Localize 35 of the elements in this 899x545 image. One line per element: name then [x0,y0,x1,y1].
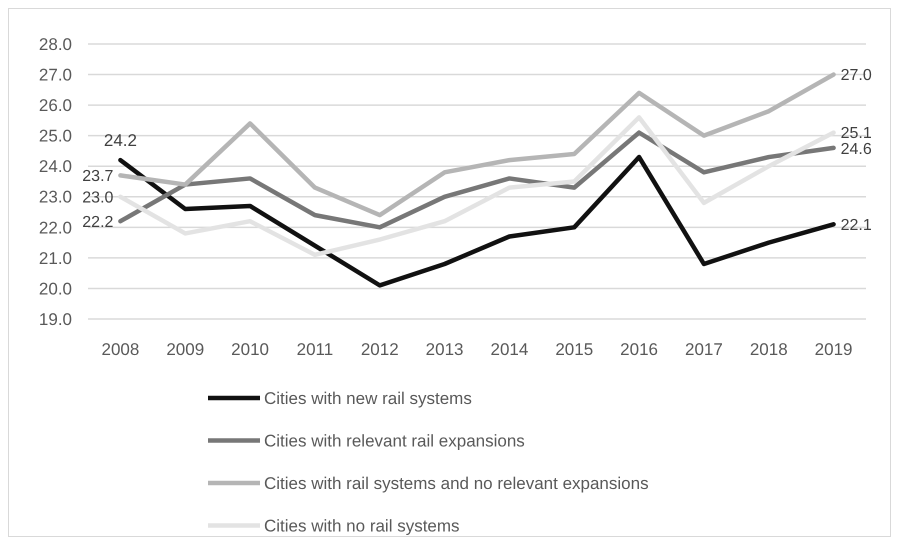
legend-label: Cities with new rail systems [264,388,472,408]
data-label: 27.0 [840,67,872,84]
y-tick-label: 28.0 [38,34,72,54]
x-tick-label: 2011 [296,340,334,359]
y-tick-label: 20.0 [38,279,72,298]
x-tick-label: 2015 [555,340,594,359]
y-tick-label: 26.0 [38,96,72,116]
legend-label: Cities with relevant rail expansions [264,431,525,450]
data-label: 24.6 [840,140,872,158]
x-tick-label: 2009 [166,340,204,359]
x-tick-label: 2016 [620,340,658,359]
x-tick-label: 2013 [426,340,464,359]
x-tick-label: 2012 [360,340,399,359]
x-tick-label: 2018 [750,340,788,359]
data-label: 23.7 [82,168,114,185]
data-label: 25.1 [840,124,872,142]
y-tick-label: 22.0 [38,218,72,238]
x-tick-label: 2019 [814,340,852,359]
data-label: 23.0 [82,189,114,206]
x-tick-label: 2017 [685,340,723,359]
y-tick-label: 21.0 [38,248,72,268]
data-label: 22.2 [82,214,114,231]
x-tick-label: 2010 [231,340,269,359]
x-tick-label: 2014 [490,340,528,359]
data-label: 24.2 [104,131,137,150]
data-label: 22.1 [840,216,872,234]
y-tick-label: 19.0 [38,310,72,329]
x-tick-label: 2008 [102,340,140,359]
y-tick-label: 24.0 [38,157,72,176]
y-tick-label: 25.0 [38,126,72,146]
y-tick-label: 27.0 [38,66,72,85]
line-series [118,154,836,288]
legend-label: Cities with rail systems and no relevant expansions [264,474,649,493]
y-tick-label: 23.0 [38,188,72,207]
legend-label: Cities with no rail systems [264,516,460,536]
